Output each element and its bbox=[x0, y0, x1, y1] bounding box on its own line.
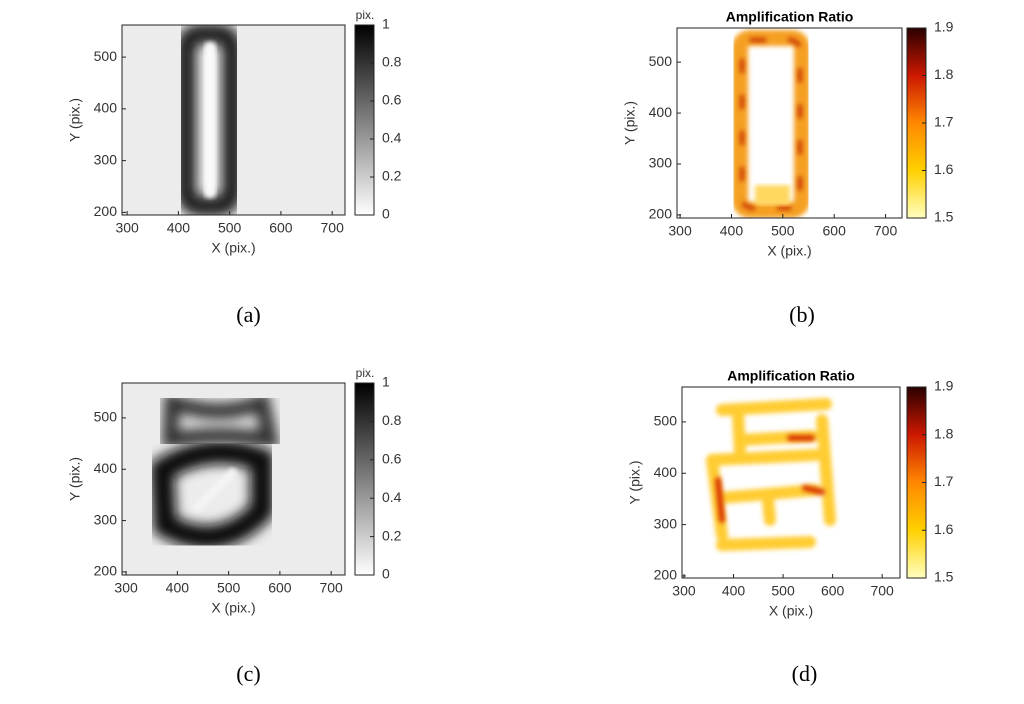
y-tick-label: 200 bbox=[94, 203, 118, 219]
colorbar-label: pix. bbox=[356, 366, 375, 380]
y-tick-label: 300 bbox=[94, 151, 118, 167]
x-tick-label: 500 bbox=[771, 583, 795, 599]
y-tick-label: 500 bbox=[649, 53, 673, 69]
y-tick-label: 400 bbox=[94, 100, 118, 116]
caption: (d) bbox=[792, 661, 818, 686]
y-axis-label: Y (pix.) bbox=[627, 460, 643, 504]
y-tick-label: 400 bbox=[94, 460, 118, 476]
colorbar-tick-label: 1.5 bbox=[934, 209, 954, 225]
x-tick-label: 600 bbox=[268, 580, 292, 596]
x-tick-label: 400 bbox=[720, 223, 744, 239]
x-tick-label: 300 bbox=[115, 220, 139, 236]
x-axis-label: X (pix.) bbox=[767, 243, 811, 259]
colorbar-tick-label: 1.6 bbox=[934, 161, 954, 177]
plot-frame bbox=[676, 27, 903, 219]
colorbar-tick-label: 0 bbox=[382, 206, 390, 222]
image-b bbox=[677, 28, 902, 218]
x-tick-label: 500 bbox=[217, 580, 241, 596]
y-tick-label: 300 bbox=[649, 155, 673, 171]
colorbar-tick-label: 1.8 bbox=[934, 66, 954, 82]
y-tick-label: 200 bbox=[654, 567, 678, 583]
y-tick-label: 200 bbox=[94, 563, 118, 579]
x-axis-label: X (pix.) bbox=[211, 240, 255, 256]
x-tick-label: 600 bbox=[821, 583, 845, 599]
y-axis-label: Y (pix.) bbox=[67, 98, 83, 142]
x-tick-label: 500 bbox=[218, 220, 242, 236]
x-tick-label: 700 bbox=[874, 223, 898, 239]
colorbar bbox=[354, 382, 375, 576]
chart-title: Amplification Ratio bbox=[727, 368, 855, 384]
y-tick-label: 300 bbox=[94, 511, 118, 527]
colorbar-tick-label: 1.7 bbox=[934, 114, 954, 130]
x-tick-label: 300 bbox=[114, 580, 138, 596]
y-tick-label: 500 bbox=[94, 48, 118, 64]
x-tick-label: 300 bbox=[668, 223, 692, 239]
y-tick-label: 500 bbox=[654, 413, 678, 429]
colorbar-tick-label: 0.6 bbox=[382, 451, 402, 467]
colorbar-tick-label: 1.9 bbox=[934, 19, 954, 35]
colorbar-tick-label: 0.2 bbox=[382, 168, 402, 184]
y-tick-label: 400 bbox=[654, 464, 678, 480]
colorbar-tick-label: 0.4 bbox=[382, 489, 402, 505]
colorbar-tick-label: 0.4 bbox=[382, 130, 402, 146]
x-tick-label: 700 bbox=[870, 583, 894, 599]
x-tick-label: 400 bbox=[722, 583, 746, 599]
x-tick-label: 500 bbox=[771, 223, 795, 239]
x-tick-label: 400 bbox=[167, 220, 191, 236]
plot-frame bbox=[681, 386, 901, 579]
x-tick-label: 700 bbox=[321, 220, 345, 236]
colorbar-tick-label: 1 bbox=[382, 16, 390, 32]
x-tick-label: 600 bbox=[269, 220, 293, 236]
caption: (b) bbox=[789, 302, 815, 327]
y-tick-label: 400 bbox=[649, 104, 673, 120]
x-tick-label: 700 bbox=[319, 580, 343, 596]
chart-title: Amplification Ratio bbox=[726, 9, 854, 25]
y-tick-label: 500 bbox=[94, 409, 118, 425]
x-tick-label: 400 bbox=[166, 580, 190, 596]
plot-frame bbox=[121, 24, 346, 216]
y-tick-label: 200 bbox=[649, 206, 673, 222]
x-tick-label: 600 bbox=[823, 223, 847, 239]
caption: (c) bbox=[236, 661, 260, 686]
colorbar-tick-label: 1.8 bbox=[934, 425, 954, 441]
x-axis-label: X (pix.) bbox=[211, 600, 255, 616]
colorbar-tick-label: 0.2 bbox=[382, 527, 402, 543]
image-a bbox=[122, 25, 345, 215]
image-d bbox=[682, 387, 900, 578]
colorbar-tick-label: 1.5 bbox=[934, 569, 954, 585]
colorbar bbox=[354, 24, 375, 216]
x-tick-label: 300 bbox=[672, 583, 696, 599]
colorbar-tick-label: 0.6 bbox=[382, 92, 402, 108]
colorbar-tick-label: 1.7 bbox=[934, 473, 954, 489]
colorbar-label: pix. bbox=[356, 8, 375, 22]
colorbar-tick-label: 0.8 bbox=[382, 54, 402, 70]
image-c bbox=[122, 383, 345, 575]
x-axis-label: X (pix.) bbox=[769, 603, 813, 619]
colorbar-tick-label: 1.6 bbox=[934, 521, 954, 537]
caption: (a) bbox=[236, 302, 260, 327]
y-axis-label: Y (pix.) bbox=[67, 457, 83, 501]
plot-frame bbox=[121, 382, 346, 576]
colorbar-tick-label: 1 bbox=[382, 374, 390, 390]
y-axis-label: Y (pix.) bbox=[622, 101, 638, 145]
colorbar-tick-label: 1.9 bbox=[934, 378, 954, 394]
colorbar-tick-label: 0.8 bbox=[382, 412, 402, 428]
y-tick-label: 300 bbox=[654, 515, 678, 531]
colorbar-tick-label: 0 bbox=[382, 566, 390, 582]
